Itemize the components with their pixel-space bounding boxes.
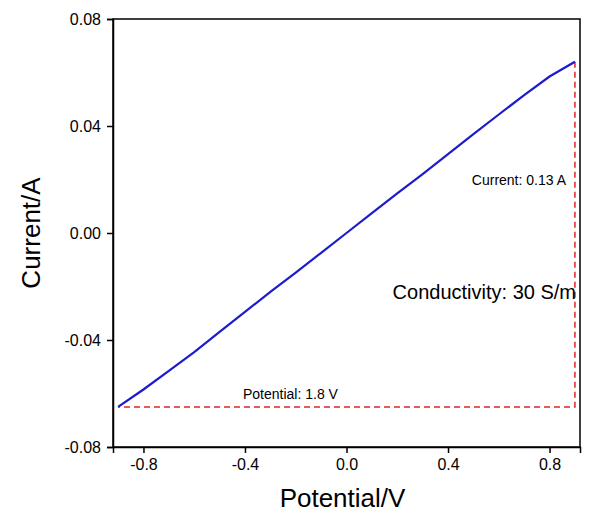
annotation: Conductivity: 30 S/m bbox=[393, 281, 576, 303]
x-tick: 0.4 bbox=[437, 447, 459, 473]
y-axis: -0.08 -0.04 0.00 0.04 0.08 bbox=[65, 11, 114, 456]
y-tick-label: 0.04 bbox=[70, 118, 101, 135]
x-tick: 0.8 bbox=[539, 447, 561, 473]
y-axis-title: Current/A bbox=[16, 177, 46, 289]
marks bbox=[118, 62, 575, 407]
axis-line bbox=[107, 20, 114, 448]
axis-line bbox=[114, 448, 581, 454]
y-tick-mark bbox=[107, 340, 113, 342]
y-tick-mark bbox=[107, 126, 113, 128]
x-axis: -0.8 -0.4 0.0 0.4 0.8 bbox=[114, 447, 581, 473]
annotation: Potential: 1.8 V bbox=[243, 386, 339, 402]
x-tick-mark bbox=[245, 447, 247, 453]
x-tick: -0.8 bbox=[130, 447, 158, 473]
y-tick-label: 0.00 bbox=[70, 225, 101, 242]
x-tick-label: -0.4 bbox=[232, 456, 260, 473]
y-tick: -0.04 bbox=[65, 332, 113, 349]
x-tick-mark bbox=[143, 447, 145, 453]
x-tick: 0.0 bbox=[336, 447, 358, 473]
y-tick-mark bbox=[107, 447, 113, 449]
chart: -0.8 -0.4 0.0 0.4 0.8 -0.08 -0.04 0.00 0.04 0.08 C… bbox=[0, 0, 590, 519]
y-tick-mark bbox=[107, 19, 113, 21]
plot: -0.8 -0.4 0.0 0.4 0.8 -0.08 -0.04 0.00 0.04 0.08 C… bbox=[65, 11, 581, 474]
x-tick-label: 0.8 bbox=[539, 456, 561, 473]
y-tick: 0.04 bbox=[70, 118, 113, 135]
y-tick-label: -0.08 bbox=[65, 439, 102, 456]
x-tick-mark bbox=[346, 447, 348, 453]
y-tick: 0.08 bbox=[70, 11, 113, 28]
series-line bbox=[118, 62, 575, 407]
x-tick-label: 0.0 bbox=[336, 456, 358, 473]
y-tick-label: 0.08 bbox=[70, 11, 101, 28]
guide-line bbox=[118, 62, 575, 407]
annotation: Current: 0.13 A bbox=[472, 172, 567, 188]
x-tick-label: -0.8 bbox=[130, 456, 158, 473]
x-tick-label: 0.4 bbox=[437, 456, 459, 473]
y-tick-mark bbox=[107, 233, 113, 235]
y-tick-label: -0.04 bbox=[65, 332, 102, 349]
x-tick-mark bbox=[448, 447, 450, 453]
y-tick: -0.08 bbox=[65, 439, 113, 456]
x-axis-title: Potential/V bbox=[280, 483, 406, 513]
x-tick: -0.4 bbox=[232, 447, 260, 473]
plot-frame bbox=[113, 19, 580, 447]
x-tick-mark bbox=[549, 447, 551, 453]
y-tick: 0.00 bbox=[70, 225, 113, 242]
